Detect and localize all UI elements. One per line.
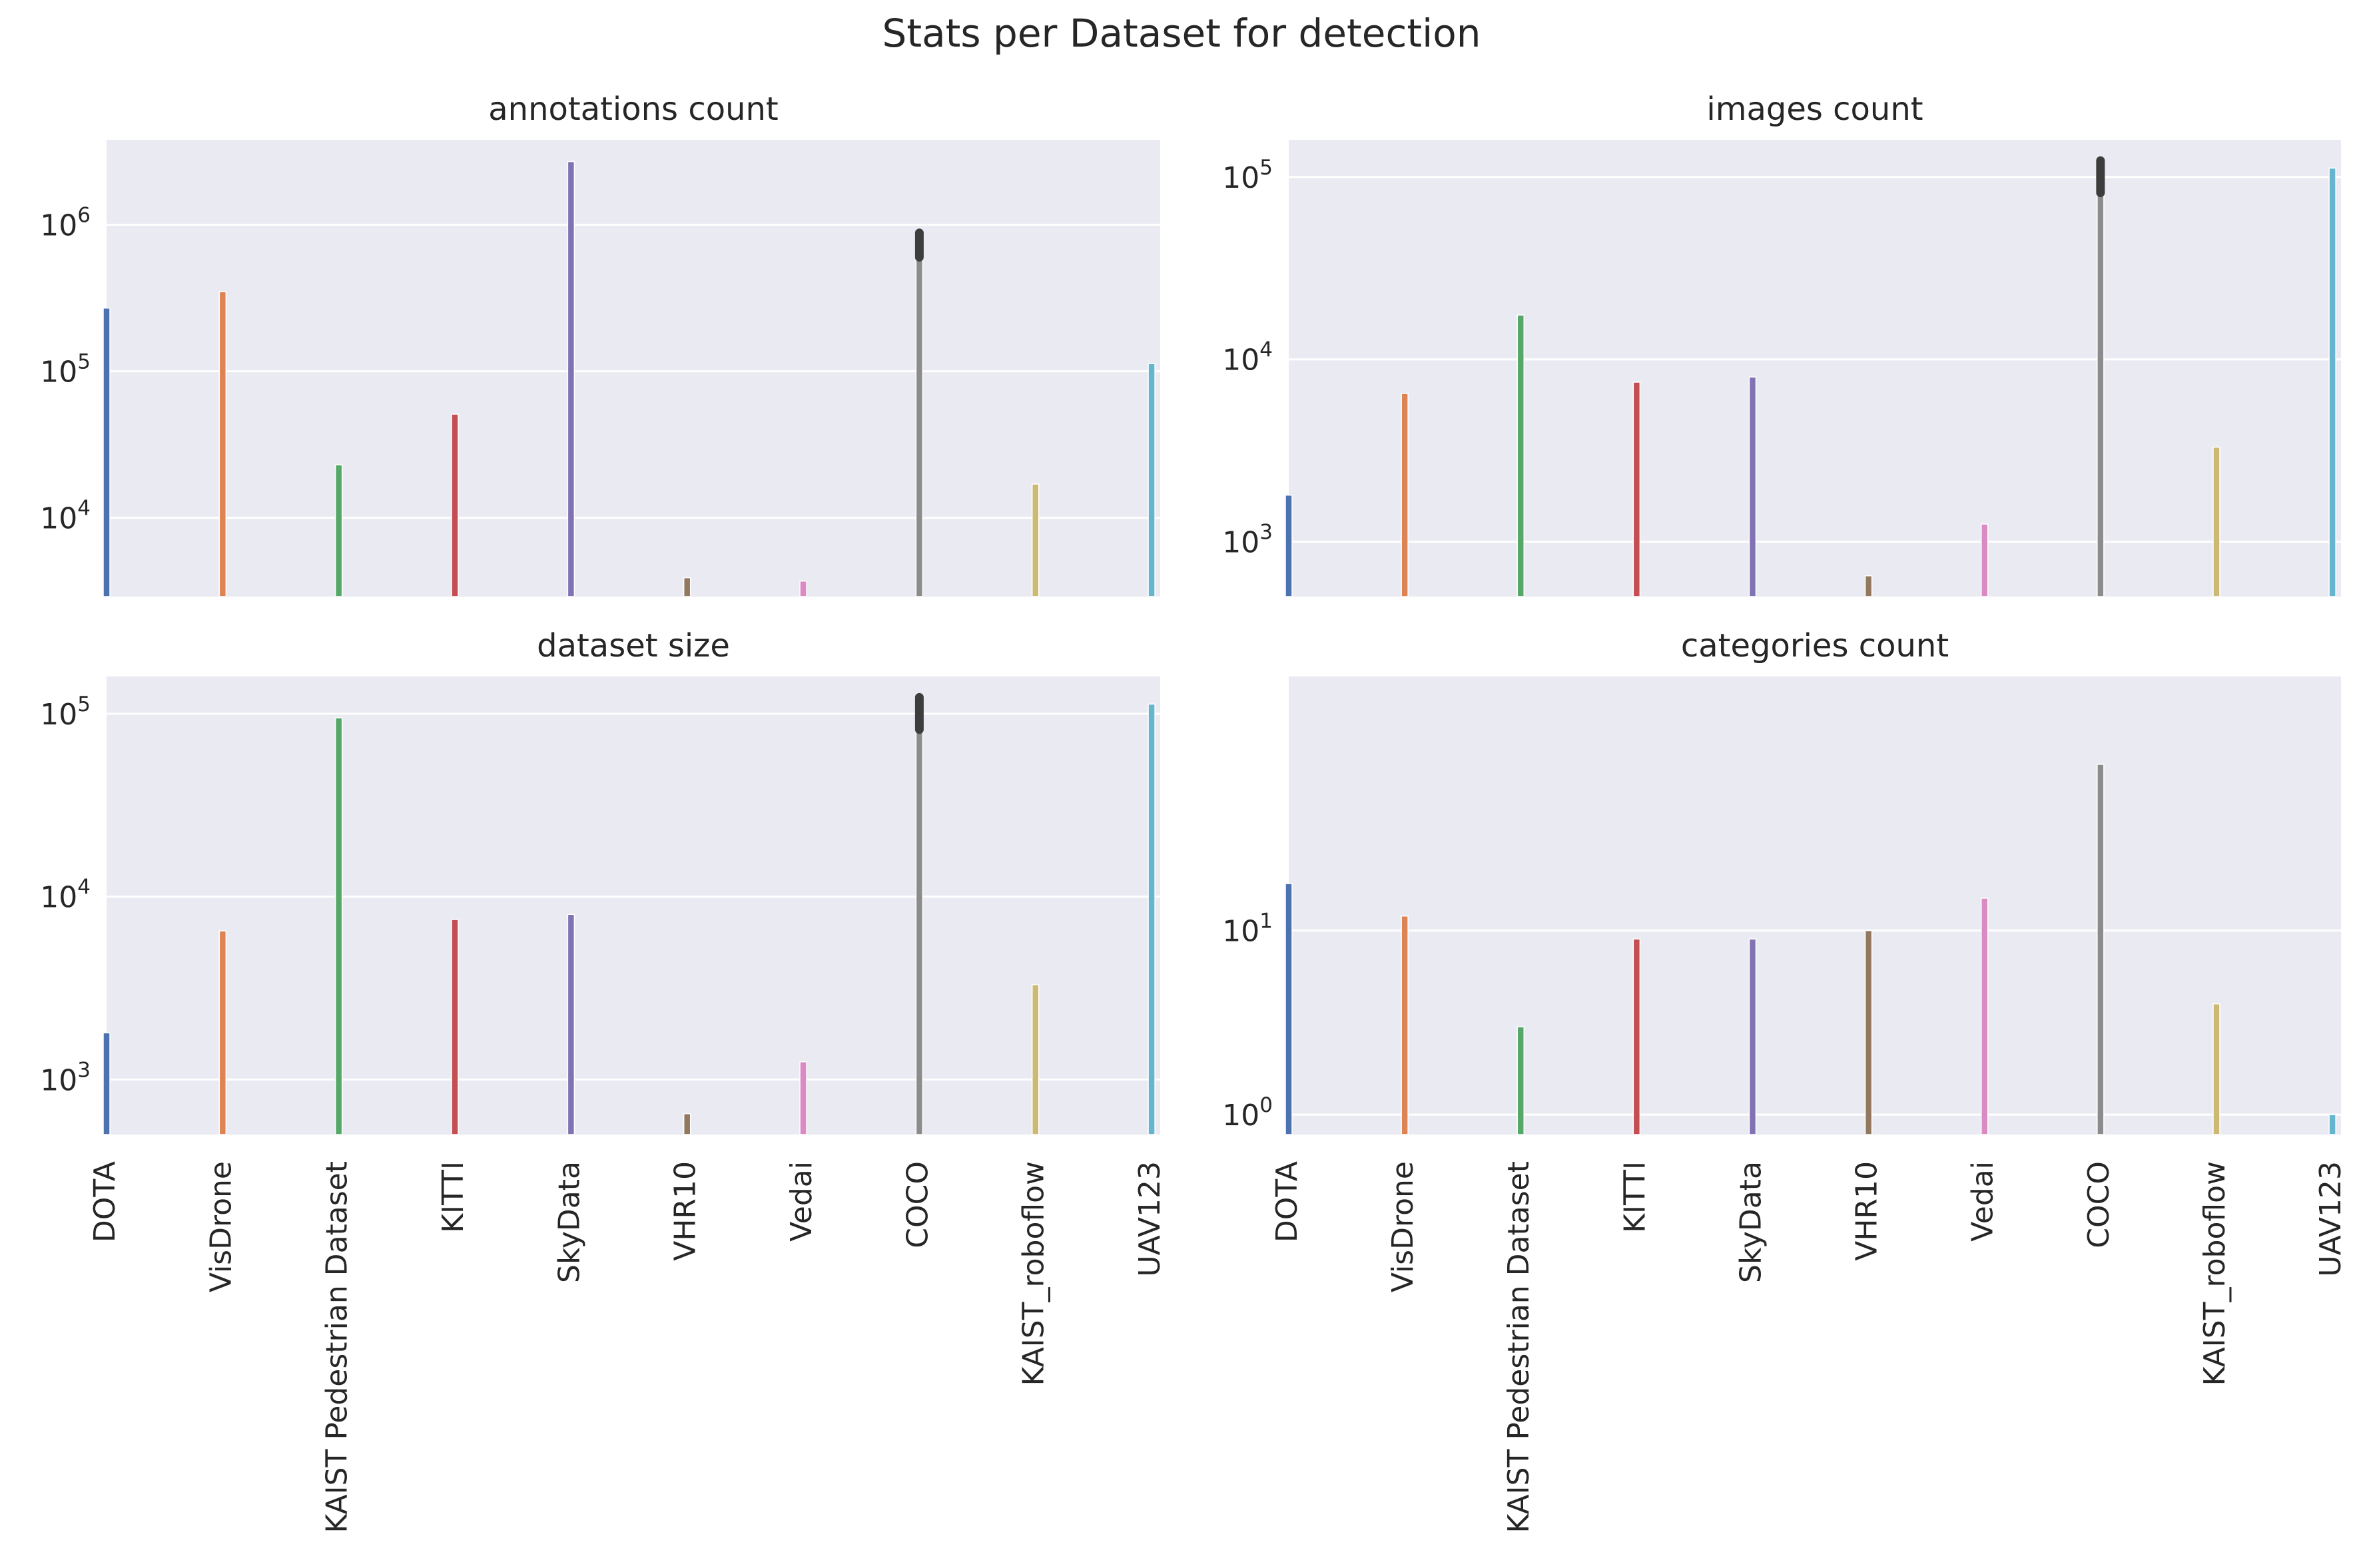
subplot3-group: 103 104 105 DOTA VisDrone KAIST Pedestrian Da…	[40, 676, 1167, 1533]
subplot4-group: 100 101 DOTA VisDrone KAIST Pedestrian Datas…	[1222, 676, 2348, 1533]
subplot3-bar-coco	[915, 696, 924, 1135]
subplot4-bar-vhr10	[1864, 929, 1873, 1135]
subplot3-y-tick-label: 103	[40, 1058, 91, 1097]
subplot3-bar-dota	[103, 1032, 111, 1135]
subplot2-group: 103 104 105	[1222, 140, 2341, 597]
subplot2-bar-vhr10	[1864, 575, 1873, 597]
subplot2-y-tick-label: 104	[1222, 338, 1273, 378]
subplot1-bar-skydata	[567, 160, 575, 597]
subplot4-bar-vedai	[1980, 898, 1989, 1135]
subplot3-x-tick-label: DOTA	[88, 1161, 122, 1242]
figure-title: Stats per Dataset for detection	[882, 11, 1481, 56]
subplot4-bar-skydata	[1748, 938, 1757, 1135]
subplot1-bar-dota	[103, 307, 111, 597]
subplot4-bar-coco	[2097, 764, 2105, 1135]
subplot4-plot-area	[1289, 676, 2341, 1135]
subplot4-x-tick-label: KAIST_roboflow	[2198, 1161, 2232, 1386]
subplot3-x-tick-label: Vedai	[785, 1161, 819, 1242]
subplot3-bar-kaist-roboflow	[1031, 984, 1040, 1135]
subplot3-bar-vhr10	[683, 1113, 691, 1135]
subplot3-bar-skydata	[567, 914, 575, 1135]
subplot2-bar-kitti	[1632, 382, 1641, 597]
subplot4-y-tick-label: 101	[1222, 910, 1273, 949]
subplot4-x-tick-label: VHR10	[1850, 1161, 1884, 1261]
subplot4-x-tick-label: SkyData	[1734, 1161, 1768, 1283]
subplot3-bar-uav123	[1148, 703, 1156, 1135]
subplot4-bar-uav123	[2328, 1114, 2336, 1135]
subplot1-bar-kaist-pedestrian-dataset	[334, 464, 343, 597]
subplot-title-images: images count	[1706, 91, 1923, 128]
subplot1-y-tick-label: 104	[40, 497, 91, 536]
subplot3-plot-area	[107, 676, 1160, 1135]
subplot3-x-tick-label: KAIST_roboflow	[1017, 1161, 1051, 1386]
subplot2-bar-visdrone	[1401, 393, 1409, 597]
subplot3-y-tick-label: 104	[40, 876, 91, 915]
subplot1-bar-vhr10	[683, 577, 691, 597]
subplot2-y-tick-label: 105	[1222, 156, 1273, 195]
subplot1-y-tick-label: 106	[40, 204, 91, 243]
subplot1-bar-coco	[915, 234, 924, 597]
subplot2-bar-kaist-pedestrian-dataset	[1517, 314, 1524, 597]
subplot1-bar-vedai	[799, 580, 807, 597]
subplot4-x-tick-label: KAIST Pedestrian Dataset	[1502, 1161, 1536, 1533]
subplot1-plot-area	[107, 140, 1160, 597]
subplot4-x-tick-label: KITTI	[1618, 1161, 1652, 1233]
subplot2-y-tick-label: 103	[1222, 521, 1273, 560]
subplot3-bar-visdrone	[218, 930, 227, 1135]
subplot1-group: 104 105 106	[40, 140, 1160, 597]
subplot4-x-tick-label: DOTA	[1270, 1161, 1304, 1242]
subplot4-bar-dota	[1285, 883, 1293, 1135]
subplot1-bar-visdrone	[218, 291, 227, 597]
subplot4-x-tick-label: COCO	[2082, 1161, 2116, 1248]
subplot3-bar-kaist-pedestrian-dataset	[334, 717, 343, 1135]
subplot2-bar-coco	[2097, 160, 2105, 597]
subplot4-y-tick-label: 100	[1222, 1093, 1273, 1133]
subplot-title-dataset-size: dataset size	[537, 627, 730, 664]
subplot3-x-tick-label: VisDrone	[204, 1161, 238, 1292]
subplot3-y-tick-label: 105	[40, 692, 91, 732]
subplot2-plot-area	[1289, 140, 2341, 597]
subplot4-bar-kaist-pedestrian-dataset	[1517, 1026, 1524, 1135]
subplot3-x-tick-label: COCO	[900, 1161, 934, 1248]
subplot3-x-tick-label: KITTI	[436, 1161, 470, 1233]
subplot2-bar-uav123	[2328, 167, 2336, 597]
subplot4-x-tick-label: UAV123	[2314, 1161, 2348, 1277]
subplot1-bar-uav123	[1148, 363, 1156, 597]
subplot3-bar-kitti	[451, 919, 459, 1135]
subplot1-bar-kitti	[451, 413, 459, 597]
subplot-title-annotations: annotations count	[488, 91, 779, 128]
subplot4-bar-visdrone	[1401, 915, 1409, 1135]
subplot4-x-tick-label: VisDrone	[1386, 1161, 1420, 1292]
subplot4-bar-kaist-roboflow	[2212, 1003, 2220, 1135]
subplot2-bar-skydata	[1748, 376, 1757, 597]
subplot3-x-tick-label: SkyData	[552, 1161, 586, 1283]
subplot1-bar-kaist-roboflow	[1031, 483, 1040, 597]
subplot4-bar-kitti	[1632, 938, 1641, 1135]
subplot2-bar-dota	[1285, 494, 1293, 597]
subplot3-bar-vedai	[799, 1061, 807, 1135]
subplot-title-categories: categories count	[1680, 627, 1949, 664]
subplot1-y-tick-label: 105	[40, 350, 91, 390]
subplot4-x-tick-label: Vedai	[1966, 1161, 2000, 1242]
subplot2-bar-kaist-roboflow	[2212, 446, 2220, 597]
subplot2-bar-vedai	[1980, 523, 1989, 597]
subplot3-x-tick-label: UAV123	[1133, 1161, 1167, 1277]
subplot3-x-tick-label: VHR10	[669, 1161, 703, 1261]
subplot3-x-tick-label: KAIST Pedestrian Dataset	[320, 1161, 354, 1533]
